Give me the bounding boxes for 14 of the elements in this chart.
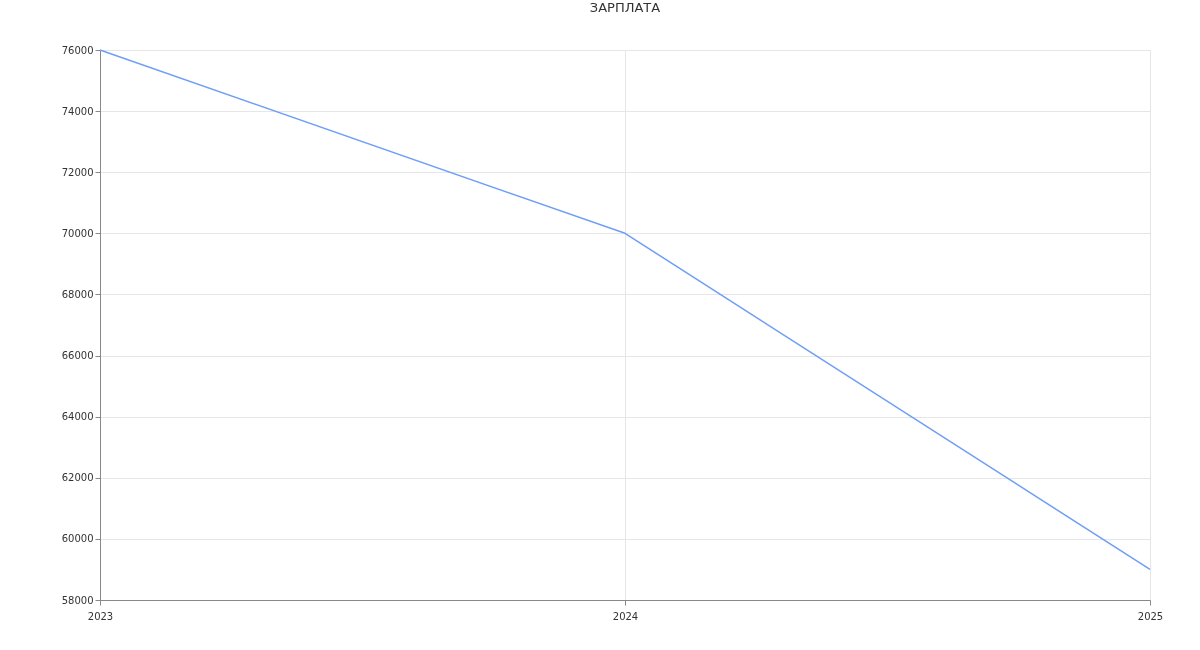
y-tick-label: 76000 [61,44,94,56]
y-tick-label: 66000 [61,350,94,362]
x-tick-label: 2023 [87,610,114,622]
y-tick-label: 74000 [61,105,94,117]
y-tick-label: 70000 [61,227,94,239]
y-tick-label: 62000 [61,472,94,484]
x-tick-label: 2025 [1137,610,1164,622]
y-tick-label: 58000 [61,594,94,606]
y-tick-label: 68000 [61,288,94,300]
y-tick-label: 64000 [61,411,94,423]
chart-title: ЗАРПЛАТА [589,0,661,15]
x-tick-label: 2024 [612,610,639,622]
y-tick-label: 72000 [61,166,94,178]
y-tick-label: 60000 [61,533,94,545]
